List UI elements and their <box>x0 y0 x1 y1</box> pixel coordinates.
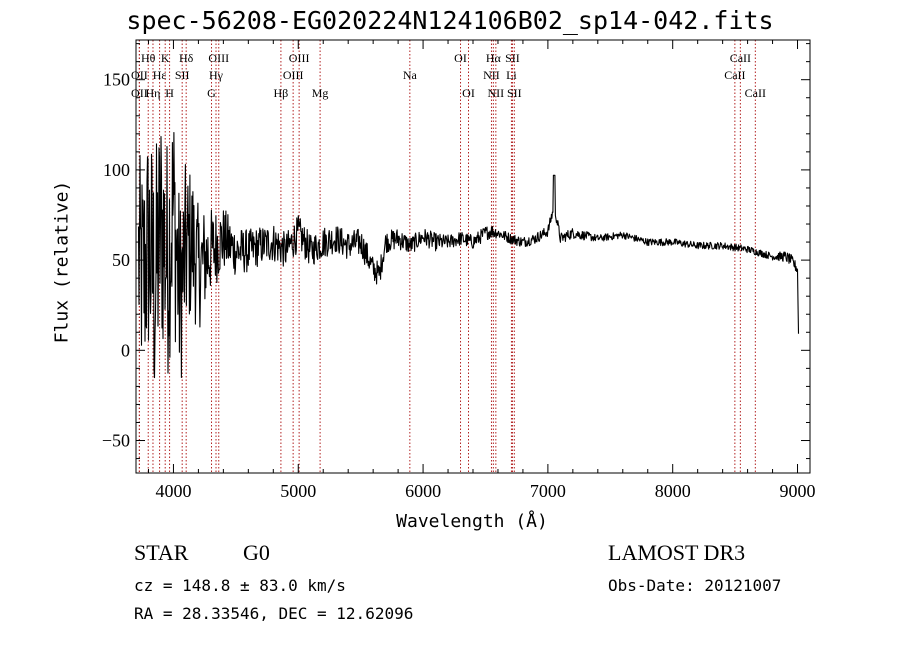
object-subclass: G0 <box>243 540 270 565</box>
line-label: NII <box>483 68 500 82</box>
x-tick-label: 5000 <box>280 481 316 501</box>
survey-name: LAMOST DR3 <box>608 540 746 565</box>
line-label: Hη <box>145 86 160 100</box>
line-label: CaII <box>724 68 745 82</box>
x-tick-label: 7000 <box>530 481 566 501</box>
y-tick-label: 0 <box>121 340 130 360</box>
line-label: SII <box>507 86 522 100</box>
line-label: Hγ <box>209 68 224 82</box>
line-label: Li <box>506 68 517 82</box>
line-label: SII <box>175 68 190 82</box>
obs-date: Obs-Date: 20121007 <box>608 576 782 595</box>
emission-line-markers <box>138 40 756 473</box>
redshift-cz: cz = 148.8 ± 83.0 km/s <box>134 576 346 595</box>
y-tick-label: 150 <box>103 70 130 90</box>
line-label: SII <box>505 51 520 65</box>
object-class: STAR <box>134 540 189 565</box>
x-tick-label: 6000 <box>405 481 441 501</box>
line-label: OIII <box>283 68 304 82</box>
line-label: Hβ <box>274 86 289 100</box>
flux-series-line <box>137 132 800 379</box>
y-tick-label: 50 <box>112 250 130 270</box>
line-label: OIII <box>208 51 229 65</box>
line-label: Hθ <box>141 51 156 65</box>
y-tick-label: −50 <box>102 431 130 451</box>
line-label: G <box>207 86 216 100</box>
x-axis-label: Wavelength (Å) <box>396 511 548 532</box>
line-label: Hα <box>486 51 502 65</box>
y-tick-label: 100 <box>103 160 130 180</box>
line-label: K <box>161 51 170 65</box>
x-tick-label: 8000 <box>655 481 691 501</box>
axis-ticks: 4000 5000 6000 7000 8000 9000 −50 0 50 100 150 <box>102 40 816 501</box>
line-label: NII <box>488 86 505 100</box>
line-label: CaII <box>730 51 751 65</box>
x-tick-label: 9000 <box>780 481 816 501</box>
line-label: Na <box>403 68 418 82</box>
line-label: Hδ <box>179 51 194 65</box>
line-label: OI <box>462 86 475 100</box>
x-tick-label: 4000 <box>155 481 191 501</box>
line-label: OII <box>131 86 148 100</box>
ra-dec: RA = 28.33546, DEC = 12.62096 <box>134 604 414 623</box>
chart-title: spec-56208-EG020224N124106B02_sp14-042.f… <box>126 6 774 35</box>
line-label: Mg <box>312 86 329 100</box>
line-label: OII <box>131 68 148 82</box>
line-label: Hε <box>153 68 167 82</box>
line-label: OI <box>454 51 467 65</box>
line-label: H <box>165 86 174 100</box>
line-label: OIII <box>289 51 310 65</box>
line-label: CaII <box>745 86 766 100</box>
